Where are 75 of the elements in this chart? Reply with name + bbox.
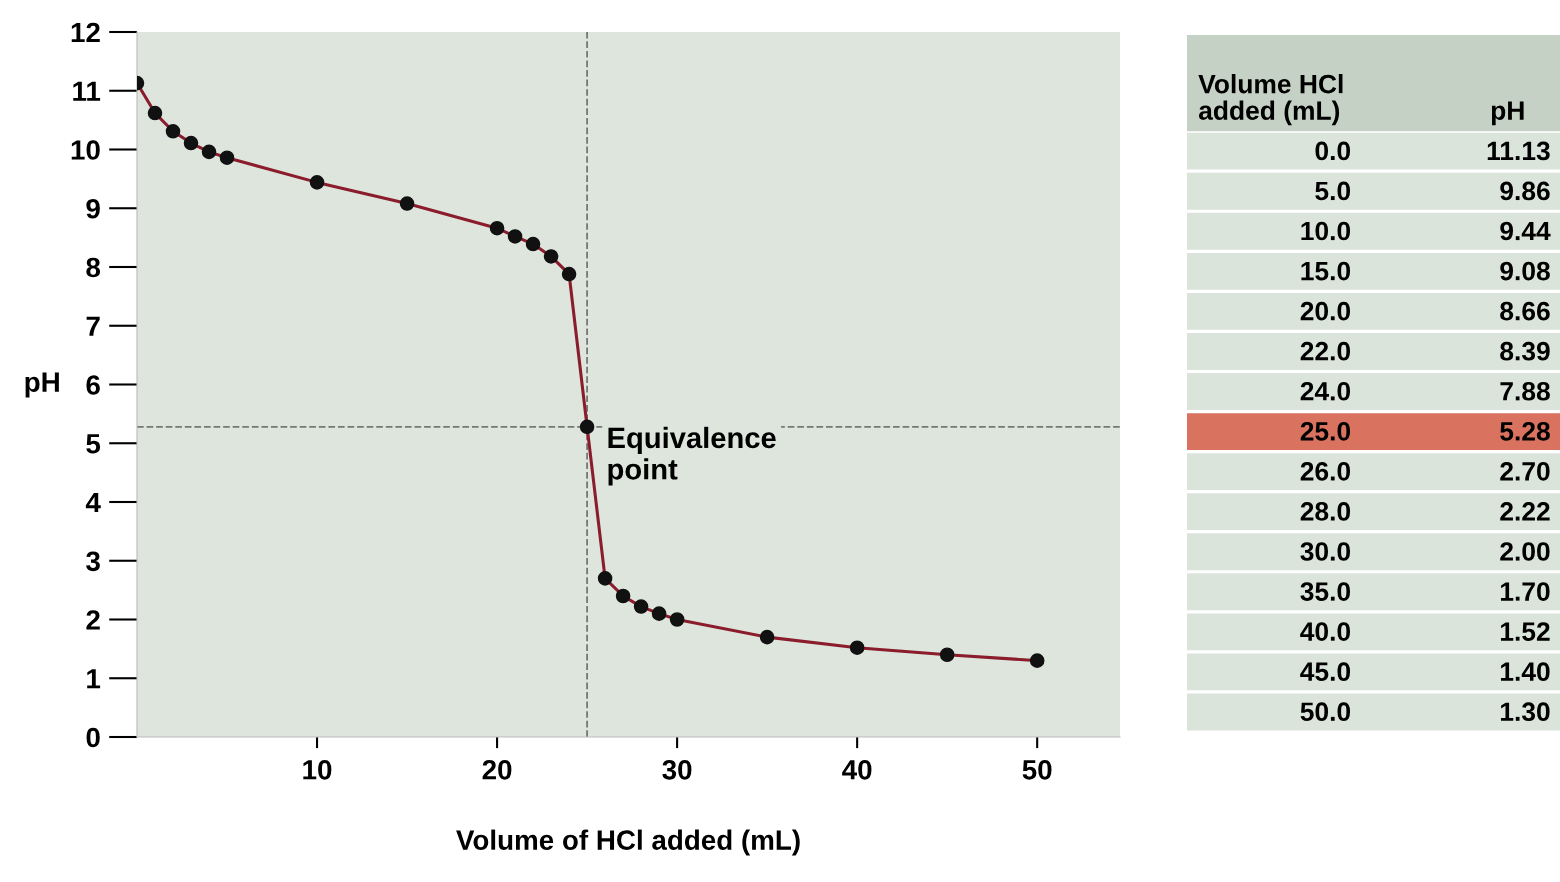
- point: [615, 588, 631, 604]
- text: 5.28: [1500, 421, 1550, 441]
- x-tick-label: 40: [842, 759, 872, 780]
- point: [669, 612, 685, 627]
- y-tick-label: 10: [71, 140, 100, 160]
- point: [201, 144, 217, 160]
- annotation: Equivalence point: [608, 426, 776, 486]
- y-axis-title: pH: [25, 372, 59, 398]
- category-label: 28.0: [1300, 502, 1351, 521]
- y-tick-label: 8: [86, 257, 101, 278]
- y-tick-label: 12: [71, 22, 100, 43]
- y-tick-label: 4: [85, 492, 101, 513]
- point: [489, 220, 505, 236]
- point: [309, 175, 325, 190]
- text: 9.44: [1500, 221, 1551, 241]
- y-tick-label: 11: [73, 81, 101, 101]
- point: [561, 266, 577, 282]
- text: 2.22: [1500, 502, 1550, 521]
- text: 1.52: [1500, 622, 1550, 641]
- point: [507, 229, 523, 244]
- category-label: 45.0: [1300, 662, 1351, 681]
- text: 1.30: [1500, 702, 1550, 722]
- text: 2.00: [1500, 542, 1550, 561]
- y-tick-label: 2: [86, 610, 100, 630]
- point: [399, 196, 415, 211]
- text: 2.70: [1500, 462, 1550, 481]
- text: 1.40: [1500, 662, 1550, 681]
- text: pH: [1491, 101, 1524, 126]
- point: [525, 236, 541, 252]
- text: 11.13: [1487, 141, 1550, 161]
- x-tick-label: 20: [482, 759, 512, 780]
- text: 8.39: [1500, 341, 1550, 361]
- text: 9.86: [1500, 181, 1550, 201]
- category-label: 24.0: [1300, 381, 1351, 401]
- y-tick-label: 7: [86, 316, 100, 336]
- point: [633, 599, 649, 614]
- text: 8.66: [1500, 301, 1550, 321]
- point: [579, 419, 595, 435]
- point: [849, 640, 865, 655]
- category-label: 20.0: [1300, 301, 1351, 321]
- point: [543, 249, 559, 264]
- point: [939, 647, 955, 663]
- category-label: 50.0: [1300, 702, 1351, 722]
- x-tick-label: 10: [303, 759, 332, 780]
- point: [183, 135, 199, 151]
- y-tick-label: 3: [86, 551, 100, 572]
- point: [147, 105, 163, 121]
- category-label: 0.0: [1315, 141, 1351, 161]
- point: [759, 629, 775, 645]
- x-axis-title: Volume of HCl added (mL): [456, 829, 800, 856]
- point: [165, 124, 181, 139]
- y-tick-label: 6: [86, 375, 100, 395]
- category-label: 15.0: [1301, 261, 1351, 281]
- text: Volume HCl added (mL): [1198, 74, 1343, 126]
- x-tick-label: 50: [1022, 759, 1052, 780]
- category-label: 40.0: [1300, 622, 1351, 641]
- category-label: 5.0: [1315, 181, 1351, 201]
- category-label: 30.0: [1300, 542, 1351, 561]
- category-label: 10.0: [1301, 221, 1351, 241]
- y-tick-label: 0: [86, 727, 100, 748]
- point: [1029, 653, 1045, 668]
- point: [597, 571, 613, 586]
- category-label: 35.0: [1300, 582, 1351, 601]
- y-tick-label: 9: [86, 198, 100, 219]
- text: 9.08: [1500, 261, 1550, 281]
- y-tick-label: 1: [87, 669, 101, 689]
- x-tick-label: 30: [662, 759, 692, 780]
- category-label: 22.0: [1300, 341, 1351, 361]
- point: [651, 606, 667, 621]
- text: 1.70: [1500, 582, 1550, 601]
- text: 7.88: [1500, 381, 1550, 401]
- point: [219, 150, 235, 166]
- category-label: 26.0: [1300, 462, 1351, 481]
- y-tick-label: 5: [86, 434, 101, 454]
- category-label: 25.0: [1300, 421, 1351, 441]
